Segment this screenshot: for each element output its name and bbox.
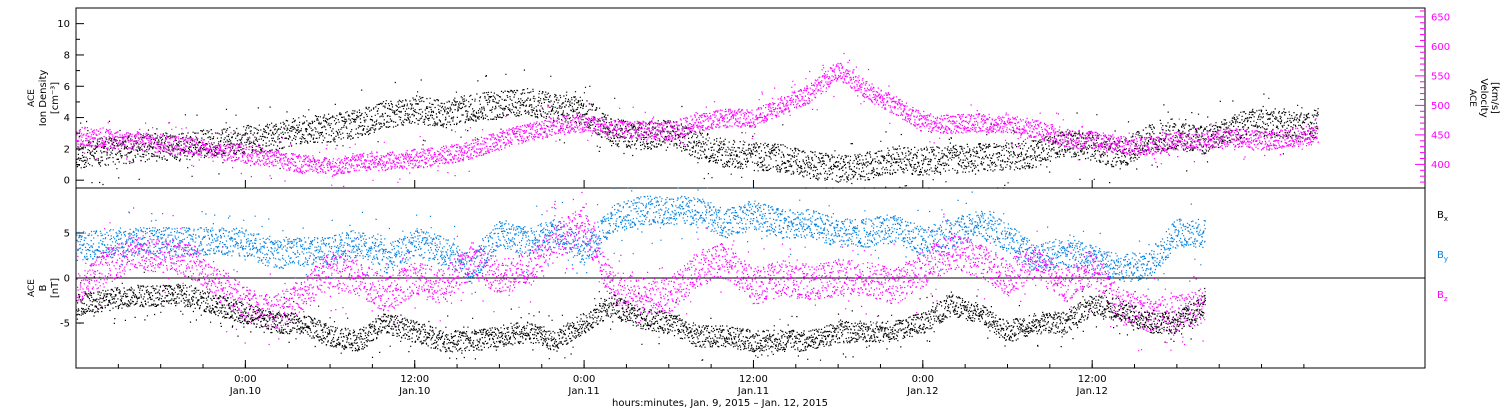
density-velocity-panel: 0 2 4 6 8 10 400 450 500 550 600 650 ACE Ion Densi… [27, 7, 1500, 189]
density-axis-ticks: 0 2 4 6 8 10 [57, 7, 84, 187]
velocity-tick-label-3: 550 [1431, 71, 1450, 82]
density-tick-label-5: 10 [57, 19, 70, 30]
time-tick-date-5: Jan.12 [1076, 386, 1108, 397]
density-tick-label-0: 0 [64, 176, 70, 187]
velocity-tick-label-4: 600 [1431, 42, 1450, 53]
legend-label-y: By [1437, 250, 1448, 263]
velocity-tick-label-2: 500 [1431, 101, 1450, 112]
b-tick-label-0: -5 [60, 319, 70, 330]
legend-subscript-x: x [1444, 215, 1448, 223]
density-velocity-points [76, 52, 1319, 189]
top-panel-frame [75, 7, 1426, 189]
time-axis-ticks: 0:00Jan.1012:00Jan.100:00Jan.1112:00Jan.… [75, 180, 1305, 397]
density-axis-label-line-2: Ion Density [38, 70, 49, 127]
b-axis-label-line-1: ACE [27, 279, 37, 297]
velocity-tick-label-1: 450 [1431, 130, 1450, 141]
time-tick-date-1: Jan.10 [398, 386, 430, 397]
time-tick-date-0: Jan.10 [229, 386, 261, 397]
by-points [76, 187, 1206, 303]
b-axis-ticks: -5 0 5 [60, 229, 84, 330]
velocity-axis-ticks: 400 450 500 550 600 650 [1415, 10, 1450, 189]
density-tick-label-3: 6 [64, 82, 70, 93]
time-tick-date-2: Jan.11 [567, 386, 599, 397]
velocity-points [76, 52, 1319, 187]
velocity-axis-label-line-3: [km/s] [1489, 82, 1500, 114]
b-field-points [76, 187, 1206, 361]
b-tick-label-2: 5 [64, 229, 70, 240]
legend-label-z: Bz [1437, 290, 1448, 303]
density-points [76, 69, 1319, 189]
time-tick-label-0: 0:00 [234, 374, 256, 385]
density-axis-label-line-3: [cm⁻³] [50, 82, 61, 114]
time-tick-label-4: 0:00 [912, 374, 934, 385]
density-tick-label-4: 8 [64, 50, 70, 61]
time-tick-label-3: 12:00 [739, 374, 768, 385]
b-tick-label-1: 0 [64, 274, 70, 285]
velocity-tick-label-0: 400 [1431, 160, 1450, 171]
b-axis-label-line-2: B [38, 284, 49, 291]
time-tick-label-2: 0:00 [573, 374, 595, 385]
legend-label-x: Bx [1437, 210, 1448, 223]
velocity-tick-label-5: 650 [1431, 12, 1450, 23]
bz-points [76, 191, 1206, 352]
density-axis-label-line-1: ACE [27, 89, 37, 107]
time-tick-date-4: Jan.12 [906, 386, 938, 397]
b-legend: Bx By Bz [1437, 210, 1448, 303]
velocity-axis-label-line-1: ACE [1467, 89, 1477, 107]
b-axis-label-line-3: [nT] [50, 278, 61, 298]
magnetic-field-panel: -505 0:00Jan.1012:00Jan.100:00Jan.1112:0… [27, 180, 1448, 409]
time-tick-label-5: 12:00 [1078, 374, 1107, 385]
legend-subscript-y: y [1444, 255, 1448, 263]
legend-subscript-z: z [1444, 295, 1448, 303]
density-tick-label-1: 2 [64, 144, 70, 155]
velocity-axis-label-line-2: Velocity [1478, 78, 1489, 117]
time-tick-label-1: 12:00 [400, 374, 429, 385]
time-tick-date-3: Jan.11 [737, 386, 769, 397]
density-tick-label-2: 4 [64, 113, 70, 124]
x-axis-label: hours:minutes, Jan. 9, 2015 – Jan. 12, 2… [612, 398, 828, 409]
bx-points [76, 271, 1206, 361]
